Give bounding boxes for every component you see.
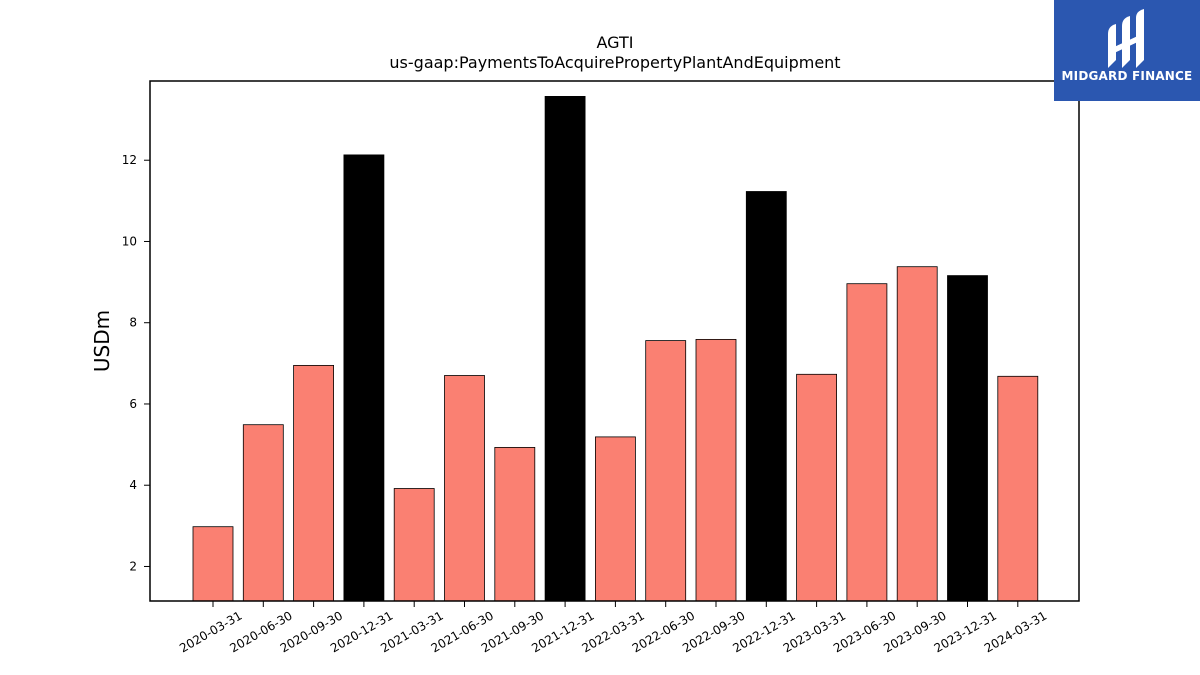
midgard-logo-icon [1108,9,1144,68]
bar-2022-09-30 [695,338,737,602]
y-tick-label: 10 [122,234,137,248]
bar-2020-06-30 [242,424,284,602]
y-tick-label: 2 [129,559,137,573]
x-axis-ticks: 2020-03-312020-06-302020-09-302020-12-31… [177,601,1049,655]
bars-group [192,96,1039,602]
y-tick-label: 4 [129,478,137,492]
bar-2020-09-30 [293,364,335,602]
plot-frame [149,80,1080,602]
bar-2021-03-31 [393,488,435,602]
bar-2020-12-31 [343,154,385,602]
chart-title: AGTI [597,33,634,52]
bar-2024-03-31 [997,375,1039,602]
bar-2021-09-30 [494,446,536,602]
bar-2023-12-31 [947,275,988,602]
bar-2021-12-31 [544,96,586,602]
bar-2021-06-30 [444,375,485,602]
chart-subtitle: us-gaap:PaymentsToAcquirePropertyPlantAn… [389,53,840,72]
bar-2023-06-30 [846,283,888,602]
bar-2023-09-30 [896,266,938,602]
y-tick-label: 6 [129,397,137,411]
midgard-finance-logo: MIDGARD FINANCE [1054,0,1200,101]
y-tick-label: 8 [129,316,137,330]
y-axis-ticks: 2 4 6 8 10 12 [122,153,150,573]
y-axis-label: USDm [90,310,114,372]
bar-2022-03-31 [595,436,636,602]
y-tick-label: 12 [122,153,137,167]
bar-2023-03-31 [796,373,837,602]
bar-2022-06-30 [645,340,687,602]
bar-2022-12-31 [745,191,787,602]
bar-2020-03-31 [192,526,234,602]
logo-text: MIDGARD FINANCE [1061,69,1193,83]
